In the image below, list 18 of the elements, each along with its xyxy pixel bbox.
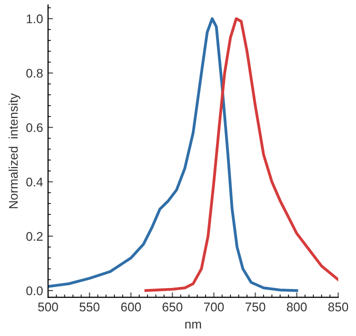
- x-tick-label: 550: [80, 302, 100, 312]
- x-axis-title: nm: [185, 322, 201, 328]
- x-tick-label: 800: [286, 302, 307, 312]
- line-series: [48, 17, 298, 292]
- x-tick-label: 850: [328, 302, 348, 312]
- y-axis-title: Normalized intensity: [8, 93, 20, 208]
- x-tick-label: 750: [246, 302, 266, 312]
- x-tick-label: 600: [121, 302, 141, 312]
- x-tick-label: 500: [38, 302, 58, 312]
- y-tick-label: 0.2: [26, 232, 43, 241]
- y-tick-label: 0.8: [26, 68, 43, 78]
- y-tick-label: 0.4: [26, 178, 43, 186]
- line-series: [144, 17, 338, 292]
- x-tick-label: 650: [162, 302, 182, 312]
- x-tick-label: 700: [204, 302, 224, 312]
- y-tick-label: 1.0: [26, 14, 43, 24]
- y-tick-label: 0.0: [26, 286, 43, 296]
- y-tick-label: 0.6: [26, 123, 43, 132]
